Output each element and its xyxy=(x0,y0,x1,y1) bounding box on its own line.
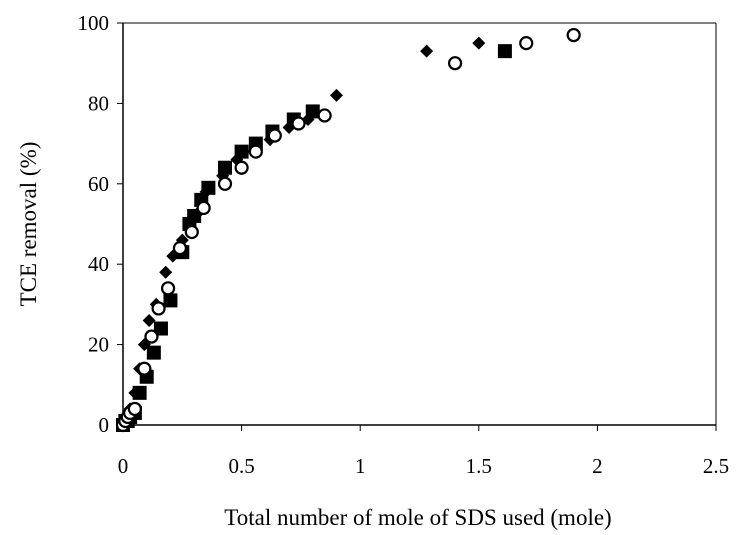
open-circle-marker xyxy=(144,329,159,344)
diamond-marker xyxy=(472,36,486,50)
x-tick-label: 1 xyxy=(355,454,366,478)
y-axis-title: TCE removal (%) xyxy=(16,142,41,307)
data-markers xyxy=(115,27,581,433)
diamond-marker xyxy=(159,265,173,279)
open-circle-marker xyxy=(127,401,142,417)
open-circle-marker xyxy=(184,224,199,240)
open-circle-marker xyxy=(217,176,233,191)
open-circle-marker xyxy=(519,35,534,51)
square-marker xyxy=(153,321,168,336)
x-tick-label: 2.5 xyxy=(703,454,729,478)
x-tick-label: 1.5 xyxy=(466,454,492,478)
square-marker xyxy=(201,180,216,195)
open-circle-marker xyxy=(566,27,581,43)
square-marker xyxy=(497,44,512,59)
open-circle-marker xyxy=(151,301,166,316)
diamond-marker xyxy=(420,44,434,58)
y-tick-label: 60 xyxy=(88,172,109,196)
open-circle-marker xyxy=(234,160,249,175)
y-tick-label: 80 xyxy=(88,91,109,115)
y-tick-label: 100 xyxy=(78,11,110,35)
y-tick-label: 20 xyxy=(88,333,109,357)
open-circle-marker xyxy=(137,361,152,376)
x-tick-label: 0 xyxy=(118,454,129,478)
square-marker xyxy=(163,293,178,308)
square-marker xyxy=(217,160,232,175)
square-marker xyxy=(146,345,161,360)
square-marker xyxy=(234,144,249,159)
diamond-marker xyxy=(329,88,343,102)
square-marker xyxy=(305,104,320,119)
open-circle-marker xyxy=(267,128,282,143)
open-circle-marker xyxy=(248,144,263,159)
square-marker xyxy=(187,208,202,223)
x-axis-title: Total number of mole of SDS used (mole) xyxy=(224,505,611,530)
open-circle-marker xyxy=(172,241,188,256)
plot-frame xyxy=(122,22,717,426)
open-circle-marker xyxy=(291,116,306,131)
x-tick-label: 0.5 xyxy=(228,454,254,478)
open-circle-marker xyxy=(317,108,332,123)
open-circle-marker xyxy=(160,281,176,296)
open-circle-marker xyxy=(447,56,463,71)
y-tick-label: 0 xyxy=(99,413,110,437)
y-axis-ticks: 0 20 40 60 80 100 xyxy=(78,11,123,437)
x-tick-label: 2 xyxy=(592,454,603,478)
x-axis-ticks: 0 0.5 1 1.5 2 2.5 xyxy=(118,425,729,478)
square-marker xyxy=(132,385,147,400)
diamond-marker xyxy=(142,313,156,327)
open-circle-marker xyxy=(196,200,211,216)
y-tick-label: 40 xyxy=(88,252,109,276)
